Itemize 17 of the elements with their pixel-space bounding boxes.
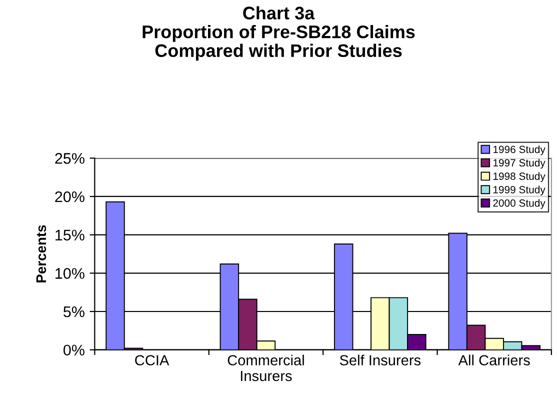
y-tick-label: 25% bbox=[55, 153, 84, 164]
chart-title: Chart 3a Proportion of Pre-SB218 Claims Compared with Prior Studies bbox=[142, 6, 415, 61]
y-tick-label: 5% bbox=[64, 306, 84, 318]
y-axis-title: Percents bbox=[36, 225, 46, 282]
y-tick-label: 20% bbox=[55, 191, 84, 202]
x-tick-label: Commercial Insurers bbox=[228, 354, 304, 382]
x-tick-label: All Carriers bbox=[458, 354, 530, 366]
legend-label: 2000 Study bbox=[493, 199, 546, 209]
legend-label: 1996 Study bbox=[493, 145, 546, 156]
legend-label: 1999 Study bbox=[493, 186, 546, 196]
y-tick-label: 15% bbox=[56, 230, 84, 241]
x-tick-label: CCIA bbox=[135, 355, 170, 366]
legend-label: 1998 Study bbox=[493, 172, 546, 182]
y-tick-label: 0% bbox=[63, 344, 84, 356]
x-tick-label: Self Insurers bbox=[340, 354, 421, 366]
y-tick-label: 10% bbox=[56, 268, 84, 279]
legend-label: 1997 Study bbox=[493, 158, 546, 169]
